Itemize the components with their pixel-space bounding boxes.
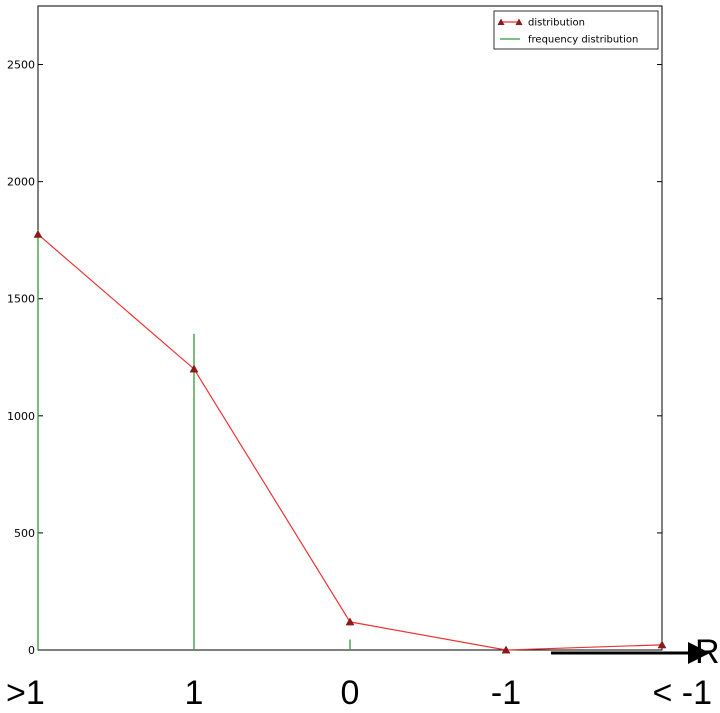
y-tick-label: 1000 [7,410,35,423]
distribution-point [657,640,667,649]
x-tick-label: < -1 [652,674,712,712]
distribution-line [37,233,663,651]
y-tick-label: 0 [28,644,35,657]
y-axis: 0 500 1000 1500 2000 2500 [7,59,662,657]
x-tick-label: -1 [491,674,521,712]
distribution-point [501,645,511,654]
legend-box [493,10,659,50]
y-tick-label: 1500 [7,293,35,306]
distribution-point [189,364,199,373]
legend-marker-distribution [497,18,505,25]
distribution-point [345,617,355,626]
distribution-series [33,229,667,654]
y-tick-label: 500 [14,527,35,540]
x-tick-label: 1 [185,674,204,712]
x-tick-label: >1 [6,674,45,712]
y-tick-label: 2500 [7,59,35,72]
distribution-point [33,229,43,238]
legend: distribution frequency distribution [493,10,659,50]
plot-frame [37,5,663,651]
x-axis-label: R [695,633,720,671]
legend-label-distribution: distribution [528,18,585,29]
frequency-distribution-series [37,234,351,650]
plot-area-border [37,5,663,651]
x-tick-label: 0 [341,674,360,712]
x-axis: >1 1 0 -1 < -1R [6,633,720,712]
legend-label-frequency-distribution: frequency distribution [528,35,638,46]
legend-marker-distribution [515,18,523,25]
y-tick-label: 2000 [7,176,35,189]
x-axis-arrow-head [688,642,710,664]
